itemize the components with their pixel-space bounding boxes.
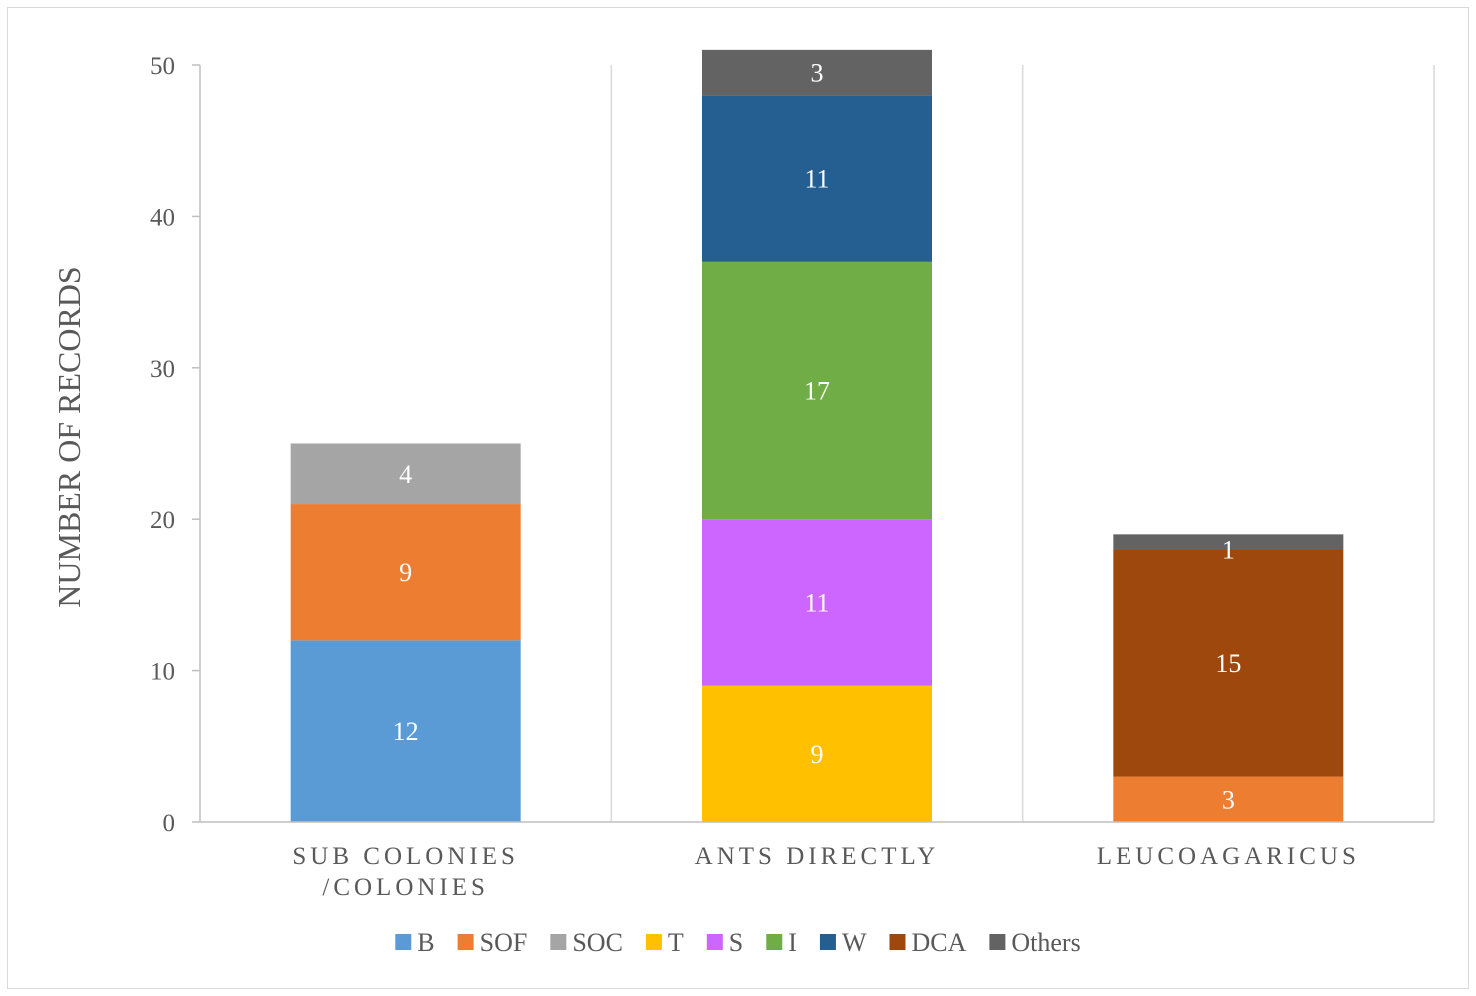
bar-segment-soc xyxy=(290,443,521,505)
legend-label: SOC xyxy=(572,928,623,957)
bar-segment-others xyxy=(1113,534,1344,550)
data-label: 3 xyxy=(1222,785,1235,814)
legend-swatch-soc xyxy=(550,934,567,950)
y-axis-title: NUMBER OF RECORDS xyxy=(51,266,87,607)
y-tick-label: 30 xyxy=(150,356,175,383)
legend-swatch-dca xyxy=(889,934,906,950)
chart-frame: 0 10 20 30 40 50 12 9 4 9 11 17 11 3 3 15 1 SUB COLONIES /… xyxy=(7,7,1469,989)
data-label: 17 xyxy=(804,377,830,406)
legend-swatch-w xyxy=(819,934,836,950)
y-tick-label: 50 xyxy=(150,53,175,80)
legend-label: S xyxy=(729,928,743,957)
data-label: 11 xyxy=(804,165,829,194)
y-tick-label: 40 xyxy=(150,204,175,231)
legend-swatch-t xyxy=(645,934,662,950)
legend-label: SOF xyxy=(480,928,528,957)
data-label: 9 xyxy=(811,740,824,769)
legend-swatch-s xyxy=(706,934,723,950)
data-label: 3 xyxy=(811,59,824,88)
legend-label: W xyxy=(842,928,867,957)
bar-segment-others xyxy=(702,49,932,96)
legend-label: Others xyxy=(1011,928,1080,957)
bar-segment-t xyxy=(702,685,932,822)
data-label: 4 xyxy=(399,460,412,489)
legend-label: B xyxy=(417,928,434,957)
x-category-label: LEUCOAGARICUS xyxy=(1097,843,1360,870)
bar-segment-sof xyxy=(1113,776,1344,822)
data-label: 11 xyxy=(804,588,829,617)
data-label: 15 xyxy=(1215,649,1241,678)
legend-swatch-sof xyxy=(457,934,474,950)
y-tick-label: 0 xyxy=(163,810,176,837)
legend-swatch-b xyxy=(395,934,412,950)
bar-segment-s xyxy=(702,519,932,686)
bar-segment-sof xyxy=(290,504,521,641)
bar-segment-i xyxy=(702,261,932,520)
data-label: 9 xyxy=(399,558,412,587)
data-label: 12 xyxy=(393,717,419,746)
bar-segment-dca xyxy=(1113,549,1344,777)
x-category-label: SUB COLONIES xyxy=(292,843,519,870)
legend-label: DCA xyxy=(911,928,966,957)
x-category-label: /COLONIES xyxy=(322,874,489,901)
x-category-label: ANTS DIRECTLY xyxy=(695,843,940,870)
y-tick-label: 10 xyxy=(150,659,175,686)
bar-segment-b xyxy=(290,640,521,822)
legend-label: T xyxy=(668,928,684,957)
legend-label: I xyxy=(788,928,797,957)
y-tick-label: 20 xyxy=(150,507,175,534)
bar-segment-w xyxy=(702,95,932,262)
data-label: 1 xyxy=(1222,535,1235,564)
legend-swatch-others xyxy=(989,934,1006,950)
legend-swatch-i xyxy=(766,934,783,950)
